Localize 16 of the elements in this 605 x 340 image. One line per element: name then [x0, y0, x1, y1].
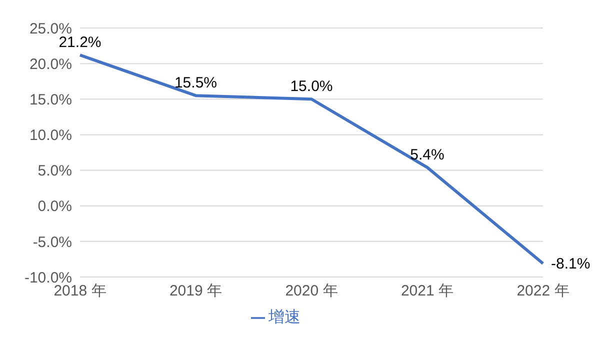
y-tick-label: 0.0%	[38, 198, 72, 216]
x-tick-label: 2022 年	[516, 282, 570, 300]
data-label: 15.5%	[174, 74, 218, 92]
x-tick-label: 2019 年	[169, 282, 222, 300]
y-tick-label: 10.0%	[29, 127, 72, 144]
y-tick-label: 20.0%	[29, 56, 72, 73]
data-label: 15.0%	[290, 78, 333, 96]
line-series	[78, 54, 544, 265]
x-tick-label: 2021 年	[400, 282, 454, 300]
x-tick-label: 2020 年	[285, 282, 338, 300]
data-label: 5.4%	[410, 146, 444, 164]
legend-label: 增速	[268, 309, 300, 326]
y-tick-label: -5.0%	[32, 234, 72, 251]
data-label: -8.1%	[551, 255, 590, 272]
y-tick-label: 15.0%	[29, 91, 72, 108]
y-tick-label: 5.0%	[38, 162, 72, 180]
